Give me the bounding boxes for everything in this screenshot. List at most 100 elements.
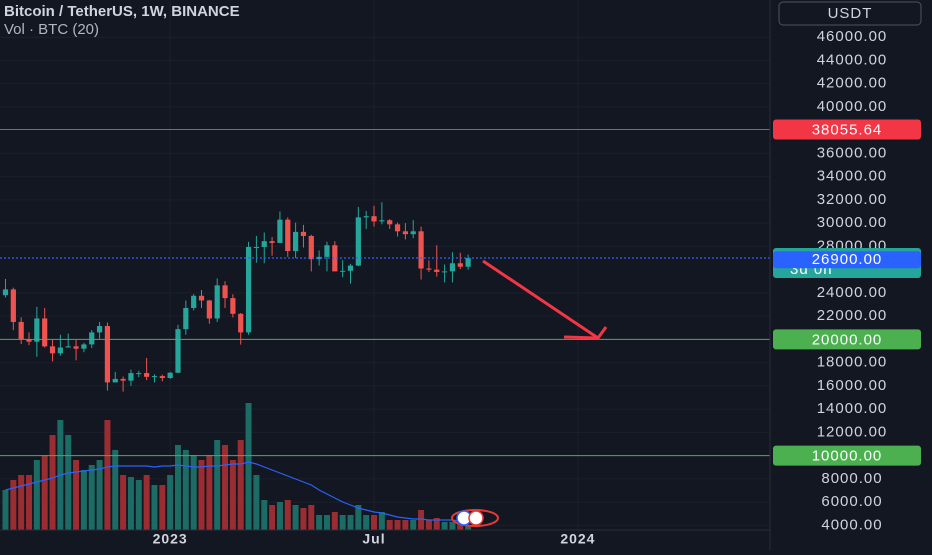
candle-body [457, 263, 463, 267]
candle-body [144, 373, 150, 377]
currency: USDT [828, 5, 873, 22]
volume-bar [112, 450, 119, 530]
candle-body [441, 271, 448, 273]
price-pane [0, 129, 770, 457]
candle-body [253, 246, 260, 248]
y-tick-label: 16000.00 [817, 377, 888, 394]
x-tick-label: 2023 [153, 531, 188, 547]
volume-bar [292, 505, 299, 530]
arrow-head [563, 326, 608, 340]
candle-body [151, 376, 158, 378]
volume-bar [386, 520, 393, 530]
candle-body [191, 295, 197, 309]
volume-bar [457, 524, 464, 530]
volume-bar [394, 520, 401, 530]
volume-bar [222, 445, 229, 530]
candle-body [206, 300, 212, 319]
candle-body [81, 344, 87, 349]
volume-bar [402, 520, 409, 530]
volume-bar [41, 455, 48, 530]
candle-body [394, 224, 401, 232]
candle-body [332, 245, 338, 272]
candle-body [230, 298, 236, 314]
volume-ma-line [5, 461, 469, 523]
volume-title: Vol · BTC (20) [4, 21, 99, 38]
volume-bar [237, 440, 244, 530]
volume-bar [308, 505, 315, 530]
volume-bar [323, 515, 330, 530]
price-marker-label: 26900.00 [812, 251, 883, 268]
volume-bar [135, 480, 142, 530]
volume-bar [159, 485, 166, 530]
volume-bar [449, 522, 456, 530]
price-label: 38055.64 [812, 121, 883, 138]
volume-bar [143, 475, 150, 530]
price-marker-box [773, 251, 921, 269]
candle-body [261, 241, 267, 247]
candle-body [2, 289, 9, 296]
candle-body [277, 219, 283, 243]
volume-bar [245, 403, 252, 530]
volume-bar [73, 460, 80, 530]
volume-bar [127, 477, 134, 530]
candle-body [34, 318, 40, 342]
y-tick-label: 8000.00 [821, 470, 882, 487]
x-tick-label: 2024 [560, 531, 595, 547]
price-label-box [773, 445, 921, 466]
y-tick-label: 18000.00 [817, 354, 888, 371]
volume-bar [441, 522, 448, 530]
y-tick-label: 6000.00 [821, 493, 882, 510]
volume-bar [49, 435, 56, 530]
y-tick-label: 12000.00 [817, 423, 888, 440]
currency-button[interactable] [778, 1, 922, 26]
candle-body [65, 346, 71, 348]
volume-bar [355, 505, 362, 530]
volume-bar [371, 515, 378, 530]
y-tick-label: 22000.00 [817, 307, 888, 324]
volume-bar [174, 445, 181, 530]
candle-body [175, 329, 181, 373]
price-label: 10000.00 [812, 448, 883, 465]
volume-bar [198, 460, 205, 530]
candle-body [300, 231, 307, 236]
volume-bar [284, 500, 291, 530]
volume-bar [190, 455, 197, 530]
candle-body [347, 265, 354, 271]
volume-bar [316, 515, 323, 530]
volume-bar [33, 460, 40, 530]
volume-pane [2, 403, 472, 530]
volume-bar [167, 475, 174, 530]
candle-body [410, 231, 416, 235]
candle-body [49, 346, 56, 354]
candle-body [379, 220, 385, 222]
candle-body [73, 346, 79, 349]
candle-body [245, 246, 252, 333]
volume-bar [151, 485, 158, 530]
y-tick-label: 4000.00 [821, 516, 882, 533]
candle-body [18, 321, 24, 340]
volume-bar [269, 505, 276, 530]
candle-body [104, 326, 111, 383]
y-tick-label: 44000.00 [817, 51, 888, 68]
volume-bar [433, 518, 440, 530]
y-tick-label: 42000.00 [817, 75, 888, 92]
y-tick-label: 32000.00 [817, 191, 888, 208]
volume-bar [120, 475, 127, 530]
volume-bar [88, 465, 95, 530]
candle-body [198, 295, 205, 301]
event-flag[interactable] [451, 509, 499, 527]
candle-body [89, 332, 95, 345]
volume-bar [96, 460, 103, 530]
y-tick-label: 24000.00 [817, 284, 888, 301]
candle-body [308, 235, 314, 260]
volume-bar [182, 450, 189, 530]
y-tick-label: 30000.00 [817, 214, 888, 231]
y-tick-label: 36000.00 [817, 144, 888, 161]
candle-body [340, 270, 346, 272]
candle-body [96, 326, 103, 333]
volume-bar [465, 525, 472, 530]
candle-body [449, 263, 456, 272]
axis-labels: 4000.00 6000.00 8000.00 12000.00 14000.00 160… [153, 28, 921, 547]
volume-bar [253, 475, 260, 530]
volume-bar [410, 520, 417, 530]
